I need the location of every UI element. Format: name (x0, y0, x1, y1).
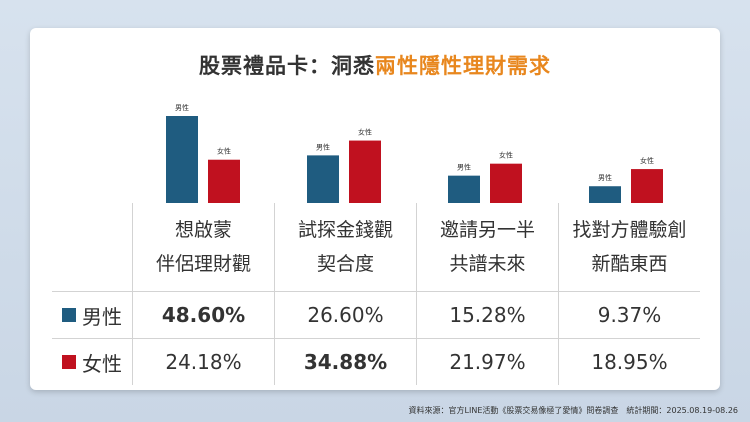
value-cell: 34.88% (274, 338, 417, 385)
bar-female (208, 159, 240, 203)
male-swatch (62, 308, 76, 322)
bar-female (490, 163, 522, 203)
legend-label-male: 男性 (82, 304, 122, 329)
bar-series-label: 男性 (175, 103, 189, 112)
value-cell: 24.18% (132, 338, 275, 385)
bar-series-label: 女性 (358, 128, 372, 137)
page-title: 股票禮品卡：洞悉兩性隱性理財需求 (0, 50, 750, 80)
bar-female (349, 140, 381, 203)
category-line: 新酷東西 (591, 253, 668, 275)
category-line: 找對方體驗創 (572, 219, 687, 241)
title-highlight: 兩性隱性理財需求 (375, 54, 551, 78)
bar-series-label: 女性 (217, 147, 231, 156)
bar-series-label: 男性 (598, 173, 612, 182)
value-cell: 21.97% (416, 338, 559, 385)
value-cell: 9.37% (558, 291, 700, 339)
female-swatch (62, 355, 76, 369)
female-row: 女性 24.18% 34.88% 21.97% 18.95% (52, 338, 700, 385)
value-cell: 18.95% (591, 350, 668, 374)
category-cell: 試探金錢觀 契合度 (274, 203, 417, 292)
category-cell: 想啟蒙 伴侶理財觀 (132, 203, 275, 292)
value-cell: 26.60% (274, 291, 417, 339)
source-note: 資料來源：官方LINE活動《股票交易像極了愛情》問卷調查 統計期間：2025.0… (408, 406, 738, 415)
legend-cell-male: 男性 (52, 291, 133, 339)
bar-series-label: 女性 (640, 156, 654, 165)
bar-male (589, 186, 621, 203)
male-row: 男性 48.60% 26.60% 15.28% 9.37% (52, 291, 700, 339)
bar-male (307, 155, 339, 203)
bar-female (631, 169, 663, 203)
bar-male (166, 116, 198, 203)
category-line: 邀請另一半 (439, 219, 535, 241)
category-header-row: 想啟蒙伴侶理財觀 試探金錢觀契合度 邀請另一半共譜未來 找對方體驗創 新酷東西 (52, 203, 700, 292)
data-table: 想啟蒙伴侶理財觀 試探金錢觀契合度 邀請另一半共譜未來 找對方體驗創 新酷東西 男… (52, 203, 700, 385)
legend-label-female: 女性 (82, 351, 122, 376)
legend-cell-female: 女性 (52, 338, 133, 385)
category-cell: 找對方體驗創 新酷東西 (558, 203, 700, 292)
category-line: 伴侶理財觀 (155, 253, 251, 275)
bar-series-label: 男性 (316, 142, 330, 151)
value-cell: 48.60% (132, 291, 275, 339)
value-cell: 15.28% (416, 291, 559, 339)
empty-header-cell (52, 203, 133, 292)
title-prefix: 股票禮品卡：洞悉 (199, 54, 375, 78)
category-line: 契合度 (316, 253, 374, 275)
bar-male (448, 175, 480, 203)
category-cell: 邀請另一半 共譜未來 (416, 203, 559, 292)
category-line: 試探金錢觀 (297, 219, 393, 241)
category-line: 共譜未來 (449, 253, 526, 275)
category-line: 想啟蒙 (174, 219, 232, 241)
bar-series-label: 女性 (499, 151, 513, 160)
bar-series-label: 男性 (457, 163, 471, 172)
